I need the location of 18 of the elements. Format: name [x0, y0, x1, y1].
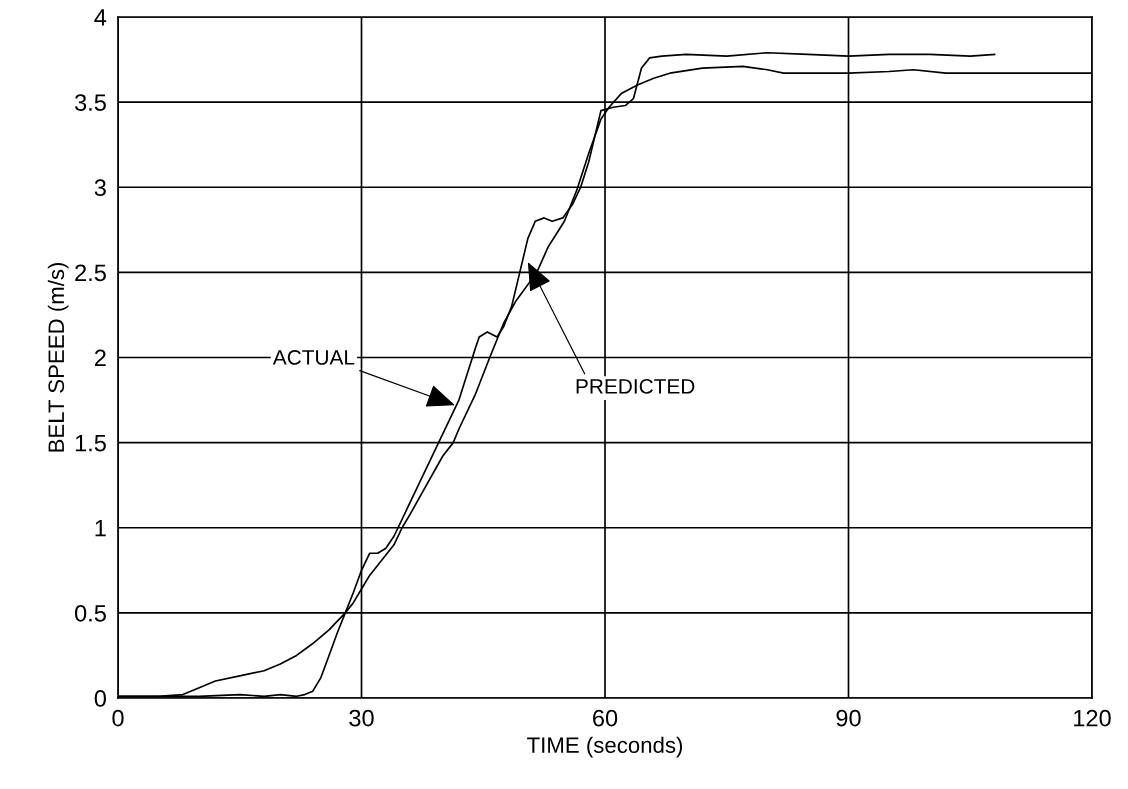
y-tick-label: 3 — [94, 179, 106, 197]
y-tick-label: 2 — [94, 349, 106, 367]
x-tick-label: 30 — [349, 709, 374, 727]
y-tick-label: 1 — [95, 520, 106, 537]
y-tick-label: 0 — [94, 690, 106, 707]
y-tick-label: 0.5 — [74, 604, 106, 622]
x-tick-label: 0 — [112, 709, 124, 727]
annotation: PREDICTED — [576, 378, 695, 394]
y-tick-label: 2.5 — [75, 264, 106, 282]
x-axis-title: TIME (seconds) — [527, 736, 683, 758]
x-tick-label: 60 — [593, 709, 618, 727]
x-tick-label: 120 — [1074, 709, 1111, 727]
y-tick-label: 1.5 — [75, 434, 106, 452]
x-tick-label: 90 — [836, 709, 861, 727]
y-tick-label: 3.5 — [74, 94, 106, 111]
annotation: ACTUAL — [272, 350, 355, 365]
y-tick-label: 4 — [94, 9, 107, 26]
y-axis-title: BELT SPEED (m/s) — [47, 262, 69, 452]
